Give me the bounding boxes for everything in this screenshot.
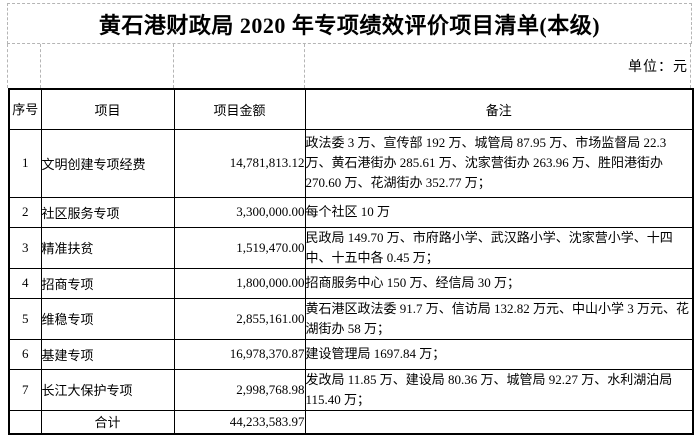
gridline-col2 [173,44,174,88]
row-remarks: 民政局 149.70 万、市府路小学、武汉路小学、沈家营小学、十四中、十五中各 … [304,226,694,269]
row-index: 3 [8,226,42,269]
row-index: 2 [8,196,42,228]
gridline-col3 [304,44,305,88]
row-amount: 1,800,000.00 [173,267,306,299]
row-project: 基建专项 [40,338,175,370]
row-index: 6 [8,338,42,370]
unit-label: 单位：元 [628,60,688,75]
gridline-col1 [40,44,41,88]
row-project: 文明创建专项经费 [40,128,175,198]
table-row: 5 维稳专项 2,855,161.00 黄石港区政法委 91.7 万、信访局 1… [8,297,694,340]
table-row: 4 招商专项 1,800,000.00 招商服务中心 150 万、经信局 30 … [8,267,694,299]
table-row: 2 社区服务专项 3,300,000.00 每个社区 10 万 [8,196,694,228]
row-remarks: 政法委 3 万、宣传部 192 万、城管局 87.95 万、市场监督局 22.3… [304,128,694,198]
table-row: 1 文明创建专项经费 14,781,813.12 政法委 3 万、宣传部 192… [8,128,694,198]
total-index-cell [8,409,42,435]
total-row: 合计 44,233,583.97 [8,409,694,435]
row-amount: 14,781,813.12 [173,128,306,198]
table-row: 6 基建专项 16,978,370.87 建设管理局 1697.84 万； [8,338,694,370]
table-row: 3 精准扶贫 1,519,470.00 民政局 149.70 万、市府路小学、武… [8,226,694,269]
row-remarks: 招商服务中心 150 万、经信局 30 万； [304,267,694,299]
total-label: 合计 [40,409,175,435]
header-remarks: 备注 [304,88,694,130]
row-project: 精准扶贫 [40,226,175,269]
row-project: 社区服务专项 [40,196,175,228]
page-title: 黄石港财政局 2020 年专项绩效评价项目清单(本级) [7,3,692,44]
row-index: 7 [8,368,42,411]
gridline-left [7,44,8,88]
row-project: 招商专项 [40,267,175,299]
table-header-row: 序号 项目 项目金额 备注 [8,88,694,130]
row-amount: 3,300,000.00 [173,196,306,228]
row-remarks: 发改局 11.85 万、建设局 80.36 万、城管局 92.27 万、水利湖泊… [304,368,694,411]
row-amount: 2,855,161.00 [173,297,306,340]
header-amount: 项目金额 [173,88,306,130]
row-amount: 2,998,768.98 [173,368,306,411]
header-index: 序号 [8,88,42,130]
projects-table: 序号 项目 项目金额 备注 1 文明创建专项经费 14,781,813.12 政… [8,88,694,435]
gridline-right [690,44,691,88]
table-row: 7 长江大保护专项 2,998,768.98 发改局 11.85 万、建设局 8… [8,368,694,411]
row-project: 维稳专项 [40,297,175,340]
total-amount: 44,233,583.97 [173,409,306,435]
header-project: 项目 [40,88,175,130]
row-index: 1 [8,128,42,198]
total-remarks-cell [304,409,694,435]
row-index: 5 [8,297,42,340]
row-index: 4 [8,267,42,299]
row-project: 长江大保护专项 [40,368,175,411]
row-amount: 16,978,370.87 [173,338,306,370]
row-amount: 1,519,470.00 [173,226,306,269]
row-remarks: 建设管理局 1697.84 万； [304,338,694,370]
row-remarks: 每个社区 10 万 [304,196,694,228]
row-remarks: 黄石港区政法委 91.7 万、信访局 132.82 万元、中山小学 3 万元、花… [304,297,694,340]
